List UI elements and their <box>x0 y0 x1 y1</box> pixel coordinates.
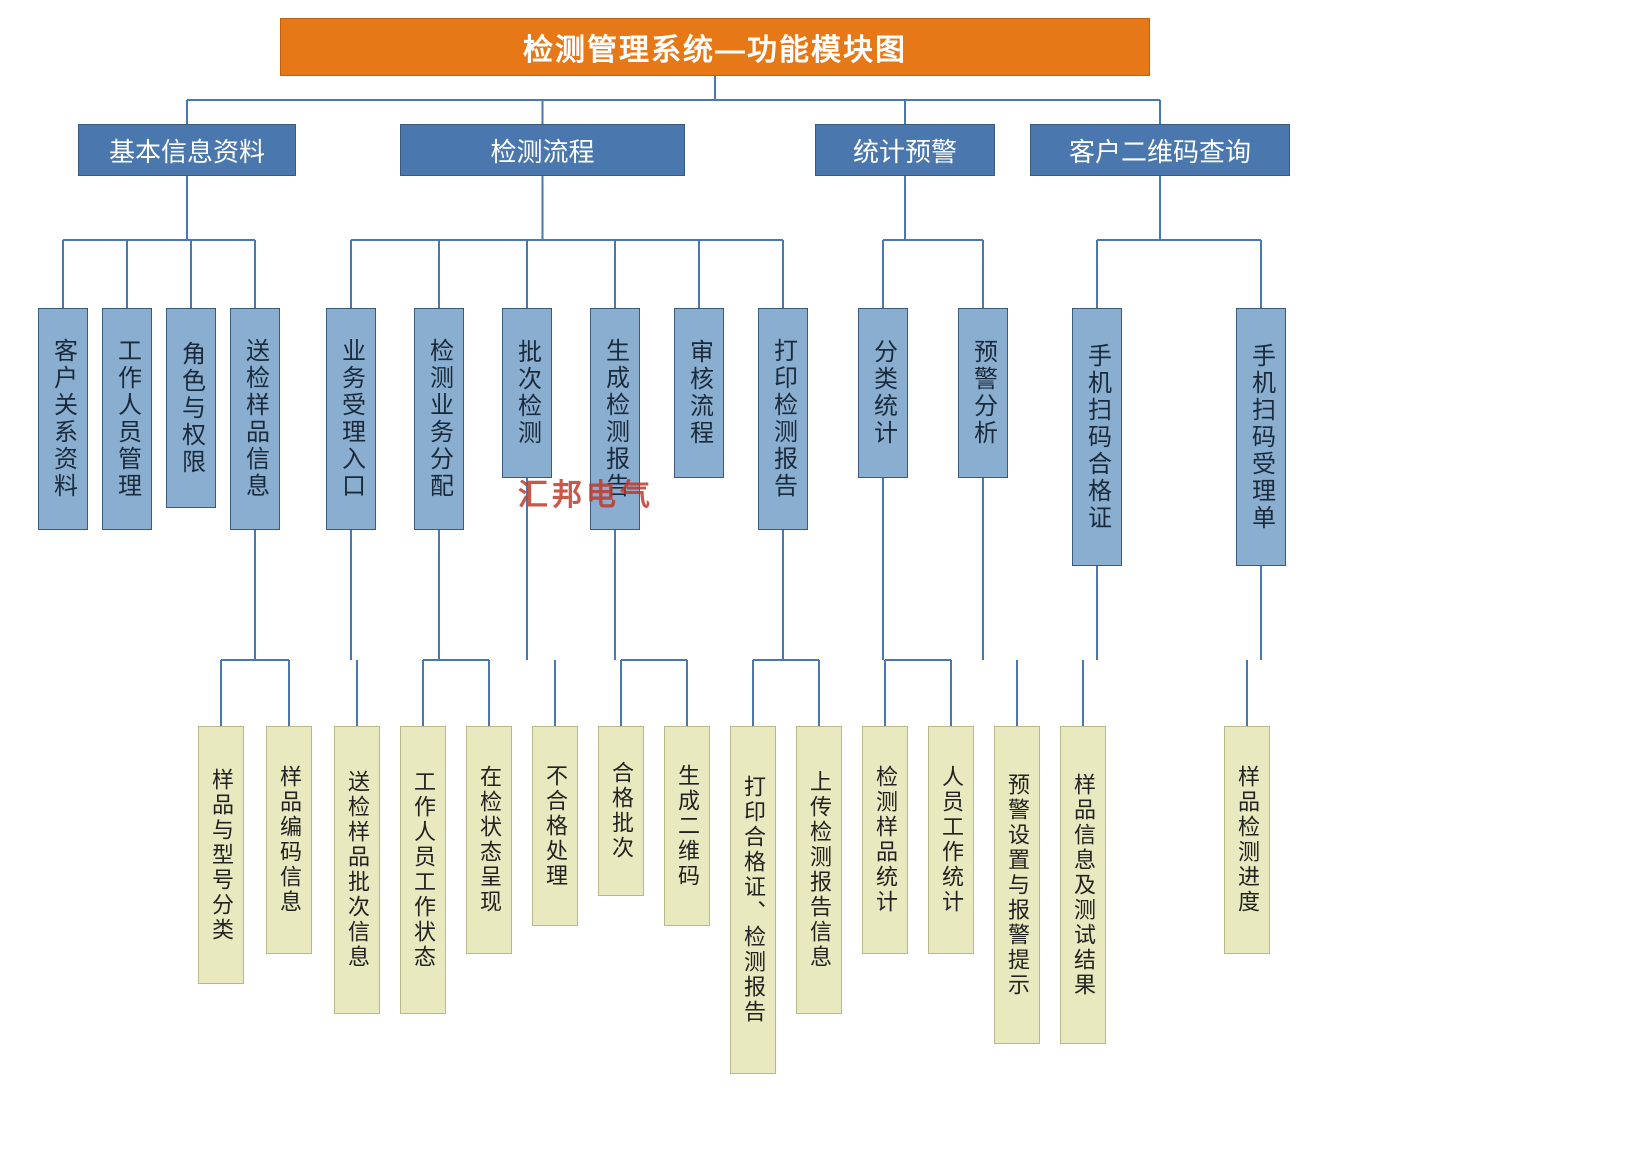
level2-node: 检测业务分配 <box>414 308 464 530</box>
level2-node: 角色与权限 <box>166 308 216 508</box>
level2-node: 批次检测 <box>502 308 552 478</box>
level2-node: 业务受理入口 <box>326 308 376 530</box>
level1-node: 检测流程 <box>400 124 685 176</box>
level2-node: 手机扫码合格证 <box>1072 308 1122 566</box>
level3-node: 打印合格证、检测报告 <box>730 726 776 1074</box>
level2-node: 手机扫码受理单 <box>1236 308 1286 566</box>
level2-node: 工作人员管理 <box>102 308 152 530</box>
level3-node: 工作人员工作状态 <box>400 726 446 1014</box>
level3-node: 样品信息及测试结果 <box>1060 726 1106 1044</box>
watermark: 汇邦电气 <box>518 470 654 514</box>
level3-node: 预警设置与报警提示 <box>994 726 1040 1044</box>
level3-node: 不合格处理 <box>532 726 578 926</box>
level3-node: 送检样品批次信息 <box>334 726 380 1014</box>
level2-node: 分类统计 <box>858 308 908 478</box>
level3-node: 样品编码信息 <box>266 726 312 954</box>
level2-node: 预警分析 <box>958 308 1008 478</box>
level3-node: 样品检测进度 <box>1224 726 1270 954</box>
level3-node: 合格批次 <box>598 726 644 896</box>
level1-node: 统计预警 <box>815 124 995 176</box>
level2-node: 送检样品信息 <box>230 308 280 530</box>
level3-node: 样品与型号分类 <box>198 726 244 984</box>
root-node: 检测管理系统—功能模块图 <box>280 18 1150 76</box>
level3-node: 人员工作统计 <box>928 726 974 954</box>
level1-node: 基本信息资料 <box>78 124 296 176</box>
level3-node: 上传检测报告信息 <box>796 726 842 1014</box>
level2-node: 客户关系资料 <box>38 308 88 530</box>
level3-node: 生成二维码 <box>664 726 710 926</box>
level3-node: 在检状态呈现 <box>466 726 512 954</box>
level2-node: 审核流程 <box>674 308 724 478</box>
level1-node: 客户二维码查询 <box>1030 124 1290 176</box>
level2-node: 打印检测报告 <box>758 308 808 530</box>
level3-node: 检测样品统计 <box>862 726 908 954</box>
